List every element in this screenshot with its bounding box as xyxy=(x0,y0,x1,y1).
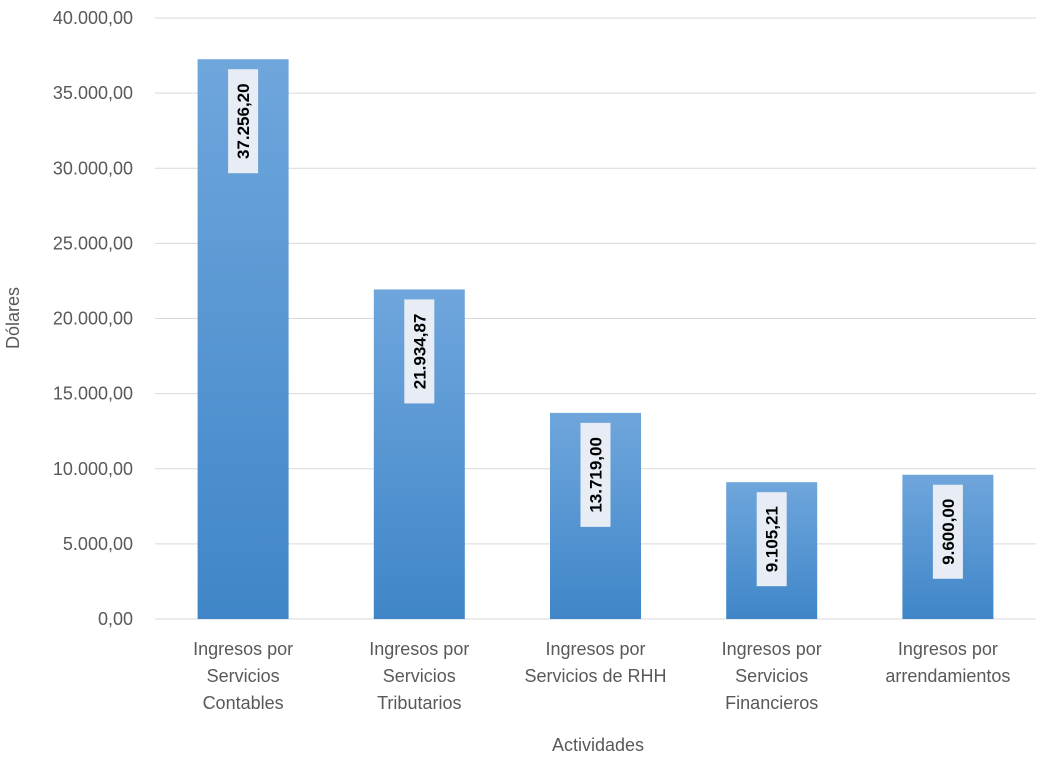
data-label-box xyxy=(228,69,259,174)
data-label: 9.600,00 xyxy=(939,499,958,565)
y-axis-ticks: 0,00 5.000,00 10.000,00 15.000,00 20.000,00 2… xyxy=(53,8,133,629)
y-tick-label: 0,00 xyxy=(98,609,133,629)
x-category-label: Servicios xyxy=(735,666,808,686)
data-label: 13.719,00 xyxy=(587,437,606,513)
x-category-label: Servicios xyxy=(383,666,456,686)
x-category-label: Tributarios xyxy=(377,693,461,713)
y-tick-label: 40.000,00 xyxy=(53,8,133,28)
x-category-label: Servicios xyxy=(207,666,280,686)
y-tick-label: 15.000,00 xyxy=(53,384,133,404)
y-tick-label: 10.000,00 xyxy=(53,459,133,479)
bars xyxy=(197,59,994,620)
x-category-label: arrendamientos xyxy=(885,666,1010,686)
x-axis-title: Actividades xyxy=(552,735,644,755)
data-labels: 37.256,20 21.934,87 13.719,00 9.105,21 9.600… xyxy=(228,69,963,587)
data-label: 9.105,21 xyxy=(763,506,782,572)
y-tick-label: 20.000,00 xyxy=(53,309,133,329)
y-axis-title: Dólares xyxy=(3,287,23,349)
data-label-box xyxy=(580,422,611,527)
data-label-box xyxy=(404,299,435,404)
data-label-box xyxy=(756,492,787,587)
data-label-box xyxy=(932,484,963,579)
data-label: 21.934,87 xyxy=(410,314,429,390)
gridlines xyxy=(155,17,1036,620)
y-tick-label: 35.000,00 xyxy=(53,83,133,103)
x-category-label: Ingresos por xyxy=(898,639,998,659)
y-tick-label: 30.000,00 xyxy=(53,158,133,178)
x-category-label: Financieros xyxy=(725,693,818,713)
x-axis-categories: Ingresos por Servicios Contables Ingresos p… xyxy=(193,639,1010,713)
y-tick-label: 25.000,00 xyxy=(53,233,133,253)
x-category-label: Ingresos por xyxy=(369,639,469,659)
x-category-label: Ingresos por xyxy=(545,639,645,659)
x-category-label: Ingresos por xyxy=(193,639,293,659)
data-label: 37.256,20 xyxy=(234,83,253,159)
x-category-label: Contables xyxy=(203,693,284,713)
x-category-label: Ingresos por xyxy=(722,639,822,659)
x-category-label: Servicios de RHH xyxy=(524,666,666,686)
y-tick-label: 5.000,00 xyxy=(63,534,133,554)
